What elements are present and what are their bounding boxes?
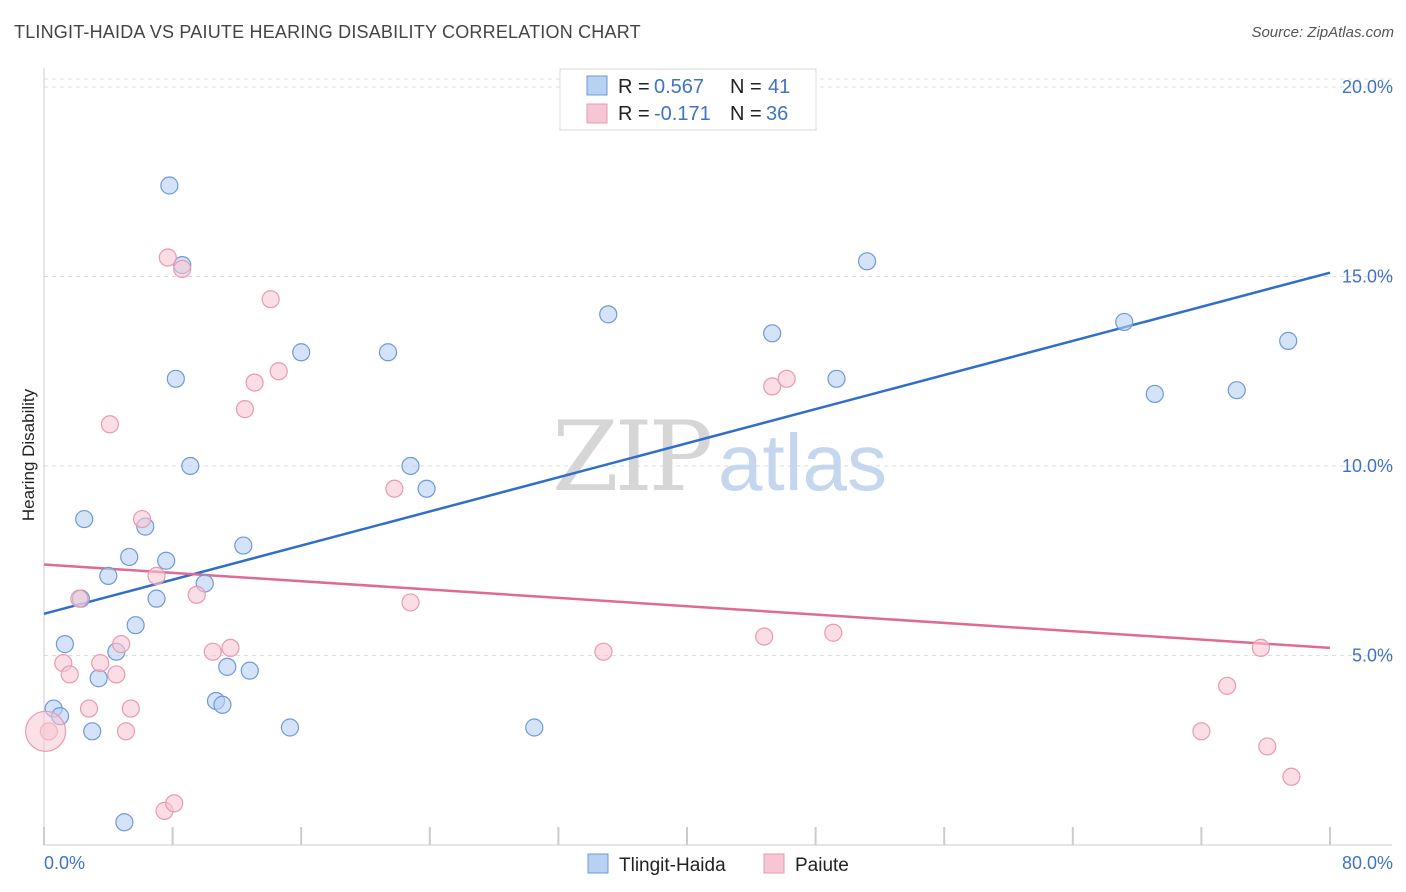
point-tlingit-haida-31 — [600, 306, 617, 323]
point-tlingit-haida-22 — [219, 658, 236, 675]
point-paiute-17 — [188, 586, 205, 603]
legend-r-label-1: R = — [618, 76, 650, 98]
y-tick-label-1: 10.0% — [1342, 456, 1393, 476]
point-tlingit-haida-2 — [56, 636, 73, 653]
point-paiute-22 — [262, 291, 279, 308]
point-paiute-21 — [246, 374, 263, 391]
legend-n-label-1: N = — [730, 76, 762, 98]
point-tlingit-haida-10 — [121, 548, 138, 565]
point-tlingit-haida-33 — [828, 370, 845, 387]
watermark: ZIP atlas — [552, 401, 887, 513]
scatter-chart: ZIP atlas 5.0% 10.0% 15.0% 20.0% 0.0% 80.0% H… — [0, 0, 1406, 892]
point-paiute-12 — [148, 567, 165, 584]
legend-r-label-2: R = — [618, 103, 650, 125]
point-tlingit-haida-9 — [116, 814, 133, 831]
grid-lines — [44, 79, 1392, 655]
bottom-legend-swatch-tlingit-haida — [588, 854, 608, 873]
legend-r-value-2: -0.171 — [654, 103, 711, 125]
point-paiute-10 — [122, 700, 139, 717]
point-paiute-27 — [756, 628, 773, 645]
point-paiute-35 — [1283, 768, 1300, 785]
y-tick-label-2: 15.0% — [1342, 266, 1393, 286]
point-tlingit-haida-25 — [281, 719, 298, 736]
point-paiute-9 — [117, 723, 134, 740]
legend-n-value-1: 41 — [768, 76, 790, 98]
legend-swatch-paiute — [587, 104, 607, 123]
point-paiute-5 — [92, 655, 109, 672]
point-paiute-25 — [402, 594, 419, 611]
legend-swatch-tlingit-haida — [587, 76, 607, 95]
point-paiute-33 — [1252, 639, 1269, 656]
point-paiute-7 — [108, 666, 125, 683]
point-tlingit-haida-24 — [241, 662, 258, 679]
point-paiute-32 — [1219, 677, 1236, 694]
point-paiute-23 — [270, 363, 287, 380]
point-paiute-20 — [236, 401, 253, 418]
legend-n-label-2: N = — [730, 103, 762, 125]
point-paiute-16 — [174, 260, 191, 277]
point-tlingit-haida-11 — [127, 617, 144, 634]
legend: R = 0.567 N = 41 R = -0.171 N = 36 — [560, 69, 816, 130]
point-tlingit-haida-28 — [402, 457, 419, 474]
point-paiute-14 — [159, 249, 176, 266]
legend-r-value-1: 0.567 — [654, 76, 704, 98]
point-paiute-3 — [71, 590, 88, 607]
legend-n-value-2: 36 — [766, 103, 788, 125]
point-paiute-31 — [1193, 723, 1210, 740]
point-paiute-18 — [204, 643, 221, 660]
point-tlingit-haida-5 — [84, 723, 101, 740]
point-tlingit-haida-14 — [158, 552, 175, 569]
point-tlingit-haida-29 — [418, 480, 435, 497]
y-tick-label-0: 5.0% — [1352, 645, 1393, 665]
point-paiute-30 — [825, 624, 842, 641]
watermark-atlas: atlas — [718, 418, 887, 507]
x-tick-label-1: 80.0% — [1342, 853, 1393, 873]
point-paiute-29 — [778, 370, 795, 387]
point-tlingit-haida-32 — [764, 325, 781, 342]
point-paiute-11 — [134, 511, 151, 528]
x-tick-label-0: 0.0% — [44, 853, 85, 873]
point-tlingit-haida-21 — [214, 696, 231, 713]
point-paiute-34 — [1259, 738, 1276, 755]
y-axis-label: Hearing Disability — [19, 388, 38, 521]
y-tick-label-3: 20.0% — [1342, 77, 1393, 97]
trend-line-paiute — [44, 565, 1330, 648]
point-tlingit-haida-23 — [235, 537, 252, 554]
point-paiute-19 — [222, 639, 239, 656]
point-tlingit-haida-15 — [161, 177, 178, 194]
point-paiute-4 — [81, 700, 98, 717]
point-tlingit-haida-27 — [380, 344, 397, 361]
point-paiute-8 — [113, 636, 130, 653]
point-tlingit-haida-36 — [1146, 385, 1163, 402]
point-tlingit-haida-30 — [526, 719, 543, 736]
point-paiute-24 — [386, 480, 403, 497]
point-paiute-2 — [61, 666, 78, 683]
point-tlingit-haida-16 — [167, 370, 184, 387]
bottom-legend-label-paiute: Paiute — [795, 855, 849, 876]
point-tlingit-haida-7 — [100, 567, 117, 584]
point-tlingit-haida-26 — [293, 344, 310, 361]
bottom-legend-swatch-paiute — [764, 854, 784, 873]
point-tlingit-haida-34 — [859, 253, 876, 270]
point-tlingit-haida-13 — [148, 590, 165, 607]
bottom-legend: Tlingit-Haida Paiute — [588, 854, 849, 876]
bottom-legend-label-tlingit-haida: Tlingit-Haida — [619, 855, 726, 876]
point-paiute-15 — [166, 795, 183, 812]
point-tlingit-haida-37 — [1228, 382, 1245, 399]
point-tlingit-haida-38 — [1280, 332, 1297, 349]
trend-line-tlingit-haida — [44, 273, 1330, 614]
point-paiute-26 — [595, 643, 612, 660]
point-tlingit-haida-6 — [90, 670, 107, 687]
point-paiute-6 — [101, 416, 118, 433]
point-tlingit-haida-35 — [1116, 313, 1133, 330]
point-paiute-large — [26, 711, 66, 751]
point-tlingit-haida-4 — [76, 511, 93, 528]
point-tlingit-haida-18 — [182, 457, 199, 474]
